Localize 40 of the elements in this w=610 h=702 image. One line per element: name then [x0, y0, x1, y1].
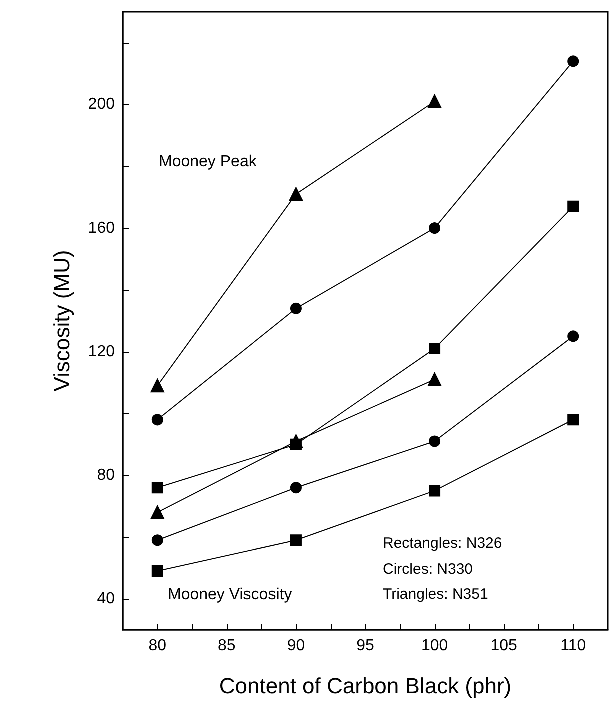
y-tick-label: 80 — [97, 467, 116, 484]
point — [152, 414, 164, 426]
point — [290, 534, 302, 546]
x-axis-title: Content of Carbon Black (phr) — [219, 674, 512, 698]
y-tick-label: 160 — [88, 220, 116, 237]
point — [568, 330, 580, 342]
point — [152, 482, 164, 494]
point — [568, 414, 580, 426]
point — [289, 188, 303, 202]
annotation: Rectangles: N326 — [383, 535, 502, 552]
point — [290, 302, 302, 314]
point — [428, 372, 442, 386]
point — [150, 379, 164, 393]
y-tick-label: 40 — [97, 590, 116, 608]
annotation: Mooney Peak — [159, 154, 258, 170]
point — [150, 506, 164, 520]
y-tick-label: 200 — [88, 96, 116, 114]
x-tick-label: 90 — [287, 638, 306, 654]
point — [568, 56, 580, 68]
point — [152, 534, 164, 546]
annotation: Mooney Viscosity — [168, 586, 292, 604]
point — [568, 200, 580, 212]
y-axis-title: Viscosity (MU) — [50, 250, 74, 392]
point — [429, 222, 441, 234]
annotation: Circles: N330 — [383, 561, 474, 578]
x-tick-label: 95 — [356, 638, 374, 654]
y-tick-label: 120 — [88, 343, 116, 360]
x-tick-label: 105 — [490, 638, 518, 654]
point — [290, 438, 302, 450]
annotation: Triangles: N351 — [383, 586, 488, 603]
x-tick-label: 80 — [148, 638, 167, 654]
point — [428, 94, 442, 108]
point — [429, 436, 441, 448]
x-tick-label: 110 — [560, 638, 586, 654]
x-tick-label: 100 — [421, 638, 448, 654]
point — [290, 482, 302, 494]
point — [429, 343, 441, 355]
point — [152, 566, 164, 578]
point — [429, 485, 441, 497]
x-tick-label: 85 — [218, 638, 236, 654]
